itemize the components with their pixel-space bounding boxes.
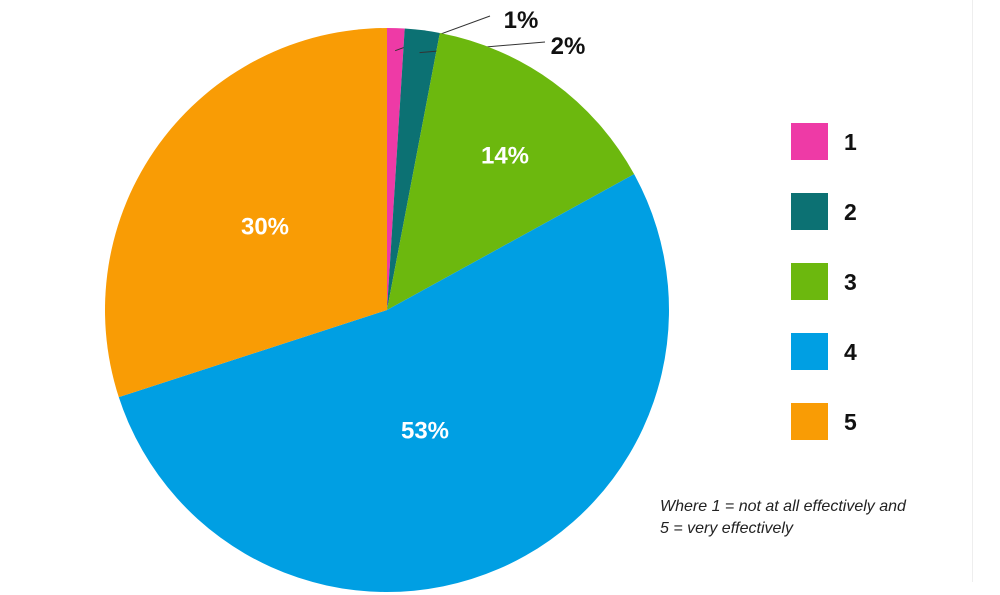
legend-label-3: 3 <box>844 269 857 295</box>
data-label-5: 30% <box>241 213 289 240</box>
scale-note-line-1: Where 1 = not at all effectively and <box>660 498 906 515</box>
legend-label-5: 5 <box>844 409 857 435</box>
panel-edge-divider <box>972 0 973 582</box>
legend: 1 2 3 4 5 <box>791 123 911 473</box>
legend-label-4: 4 <box>844 339 857 365</box>
pie-slice-1 <box>387 28 405 310</box>
legend-label-1: 1 <box>844 129 857 155</box>
data-label-3: 14% <box>481 142 529 169</box>
legend-swatch-3 <box>791 263 828 300</box>
legend-swatch-2 <box>791 193 828 230</box>
data-label-2: 2% <box>551 33 586 60</box>
pie-slice-4 <box>118 174 670 593</box>
legend-swatch-1 <box>791 123 828 160</box>
legend-item-2: 2 <box>791 193 911 263</box>
pie-slice-5 <box>104 28 387 398</box>
legend-label-2: 2 <box>844 199 857 225</box>
scale-note-line-2: 5 = very effectively <box>660 520 793 537</box>
pie-slice-2 <box>387 28 440 311</box>
legend-item-3: 3 <box>791 263 911 333</box>
legend-item-1: 1 <box>791 123 911 193</box>
data-label-1: 1% <box>504 7 539 34</box>
data-label-4: 53% <box>401 417 449 444</box>
legend-item-5: 5 <box>791 403 911 473</box>
scale-note: Where 1 = not at all effectively and 5 =… <box>660 496 960 540</box>
legend-swatch-4 <box>791 333 828 370</box>
legend-item-4: 4 <box>791 333 911 403</box>
legend-swatch-5 <box>791 403 828 440</box>
pie-slice-3 <box>387 32 635 310</box>
